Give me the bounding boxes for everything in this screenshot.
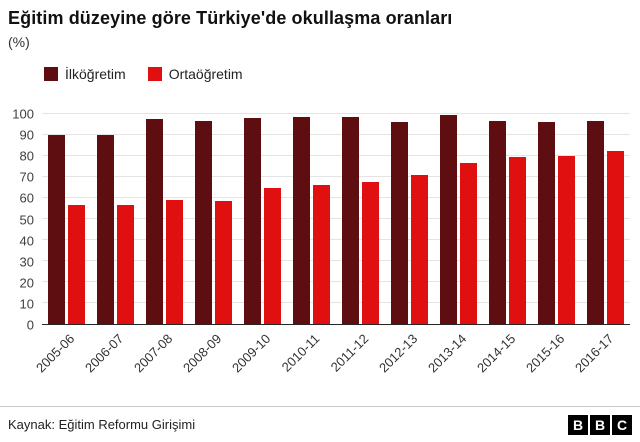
legend-item-ilkogretim: İlköğretim [44, 66, 126, 82]
bar-group: 2009-10 [229, 114, 281, 375]
bar-group: 2015-16 [523, 114, 575, 375]
bar-groups: 2005-06 2006-07 2007-08 2008-09 2009-10 2010-… [33, 114, 630, 375]
unit-label: (%) [8, 34, 30, 50]
y-tick-label: 80 [19, 148, 34, 164]
bar-ilkogretim [146, 119, 163, 324]
bar-ortaogretim [411, 175, 428, 324]
x-tick-label: 2005-06 [32, 331, 78, 376]
legend-label-ortaogretim: Ortaöğretim [168, 66, 243, 82]
gridline [42, 155, 630, 156]
bar-ilkogretim [342, 116, 359, 324]
x-tick-label: 2007-08 [130, 331, 176, 376]
bar-group: 2016-17 [572, 114, 624, 375]
bar-ilkogretim [440, 115, 457, 324]
bar-ilkogretim [244, 117, 261, 324]
bar-group: 2010-11 [278, 114, 330, 375]
bar-ortaogretim [68, 205, 85, 324]
y-axis-labels: 0 10 20 30 40 50 60 70 80 90 100 [8, 108, 38, 332]
y-tick-label: 70 [19, 169, 34, 185]
bar-ortaogretim [362, 182, 379, 324]
legend-item-ortaogretim: Ortaöğretim [147, 66, 243, 82]
bar-group: 2014-15 [474, 114, 526, 375]
chart: 0 10 20 30 40 50 60 70 80 90 100 2005-06 2006-07 200… [8, 104, 630, 375]
bar-ortaogretim [607, 150, 624, 324]
x-tick-label: 2010-11 [278, 331, 323, 375]
bbc-logo-block: C [612, 414, 632, 435]
bbc-logo-block: B [590, 414, 610, 435]
y-tick-label: 90 [19, 127, 34, 143]
bar-ilkogretim [391, 121, 408, 324]
x-tick-label: 2011-12 [327, 331, 372, 375]
y-tick-label: 40 [19, 233, 34, 249]
bar-ilkogretim [489, 120, 506, 324]
y-tick-label: 10 [19, 296, 34, 312]
gridline [42, 281, 630, 282]
bar-group: 2005-06 [33, 114, 85, 375]
y-tick-label: 60 [19, 190, 34, 206]
bar-group: 2006-07 [82, 114, 134, 375]
x-tick-label: 2015-16 [522, 331, 568, 376]
bar-ortaogretim [215, 201, 232, 324]
bar-ilkogretim [587, 121, 604, 324]
bar-group: 2007-08 [131, 114, 183, 375]
gridline [42, 302, 630, 303]
legend-swatch-ortaogretim [147, 67, 162, 81]
gridline [42, 176, 630, 177]
bar-group: 2012-13 [376, 114, 428, 375]
x-tick-label: 2013-14 [424, 331, 470, 376]
x-tick-label: 2014-15 [473, 331, 519, 376]
x-tick-label: 2016-17 [571, 331, 617, 376]
bar-ortaogretim [166, 200, 183, 324]
y-tick-label: 20 [19, 275, 34, 291]
bar-ilkogretim [97, 134, 114, 324]
y-tick-label: 50 [19, 212, 34, 227]
bar-group: 2008-09 [180, 114, 232, 375]
x-tick-label: 2009-10 [228, 331, 274, 376]
bbc-logo-block: B [568, 414, 588, 435]
x-tick-label: 2008-09 [179, 331, 225, 376]
page-title: Eğitim düzeyine göre Türkiye'de okullaşm… [8, 8, 453, 28]
bar-ortaogretim [509, 157, 526, 324]
bar-ilkogretim [195, 121, 212, 324]
bar-ortaogretim [460, 162, 477, 324]
bar-ilkogretim [293, 117, 310, 324]
footer: Kaynak: Eğitim Reformu Girişimi B B C [0, 406, 640, 442]
x-tick-label: 2006-07 [81, 331, 127, 376]
bbc-logo: B B C [568, 414, 632, 435]
plot-area: 2005-06 2006-07 2007-08 2008-09 2009-10 2010-… [33, 113, 630, 375]
legend: İlköğretim Ortaöğretim [44, 66, 640, 82]
gridline [42, 113, 630, 114]
gridline [42, 218, 630, 219]
bar-ortaogretim [117, 205, 134, 324]
bar-ilkogretim [48, 135, 65, 324]
gridline [42, 134, 630, 135]
x-tick-label: 2012-13 [375, 331, 421, 376]
source-caption: Kaynak: Eğitim Reformu Girişimi [8, 417, 196, 432]
y-tick-label: 0 [26, 317, 34, 333]
bar-ilkogretim [538, 122, 555, 324]
bar-ortaogretim [558, 156, 575, 324]
bar-group: 2011-12 [327, 114, 379, 375]
bar-ortaogretim [313, 185, 330, 324]
legend-label-ilkogretim: İlköğretim [65, 66, 126, 82]
legend-swatch-ilkogretim [44, 67, 58, 81]
y-tick-label: 30 [19, 254, 34, 270]
y-tick-label: 100 [12, 106, 34, 122]
bar-ortaogretim [264, 187, 281, 324]
gridline [42, 239, 630, 240]
gridline [42, 260, 630, 261]
gridline [42, 197, 630, 198]
bar-group: 2013-14 [425, 114, 477, 375]
